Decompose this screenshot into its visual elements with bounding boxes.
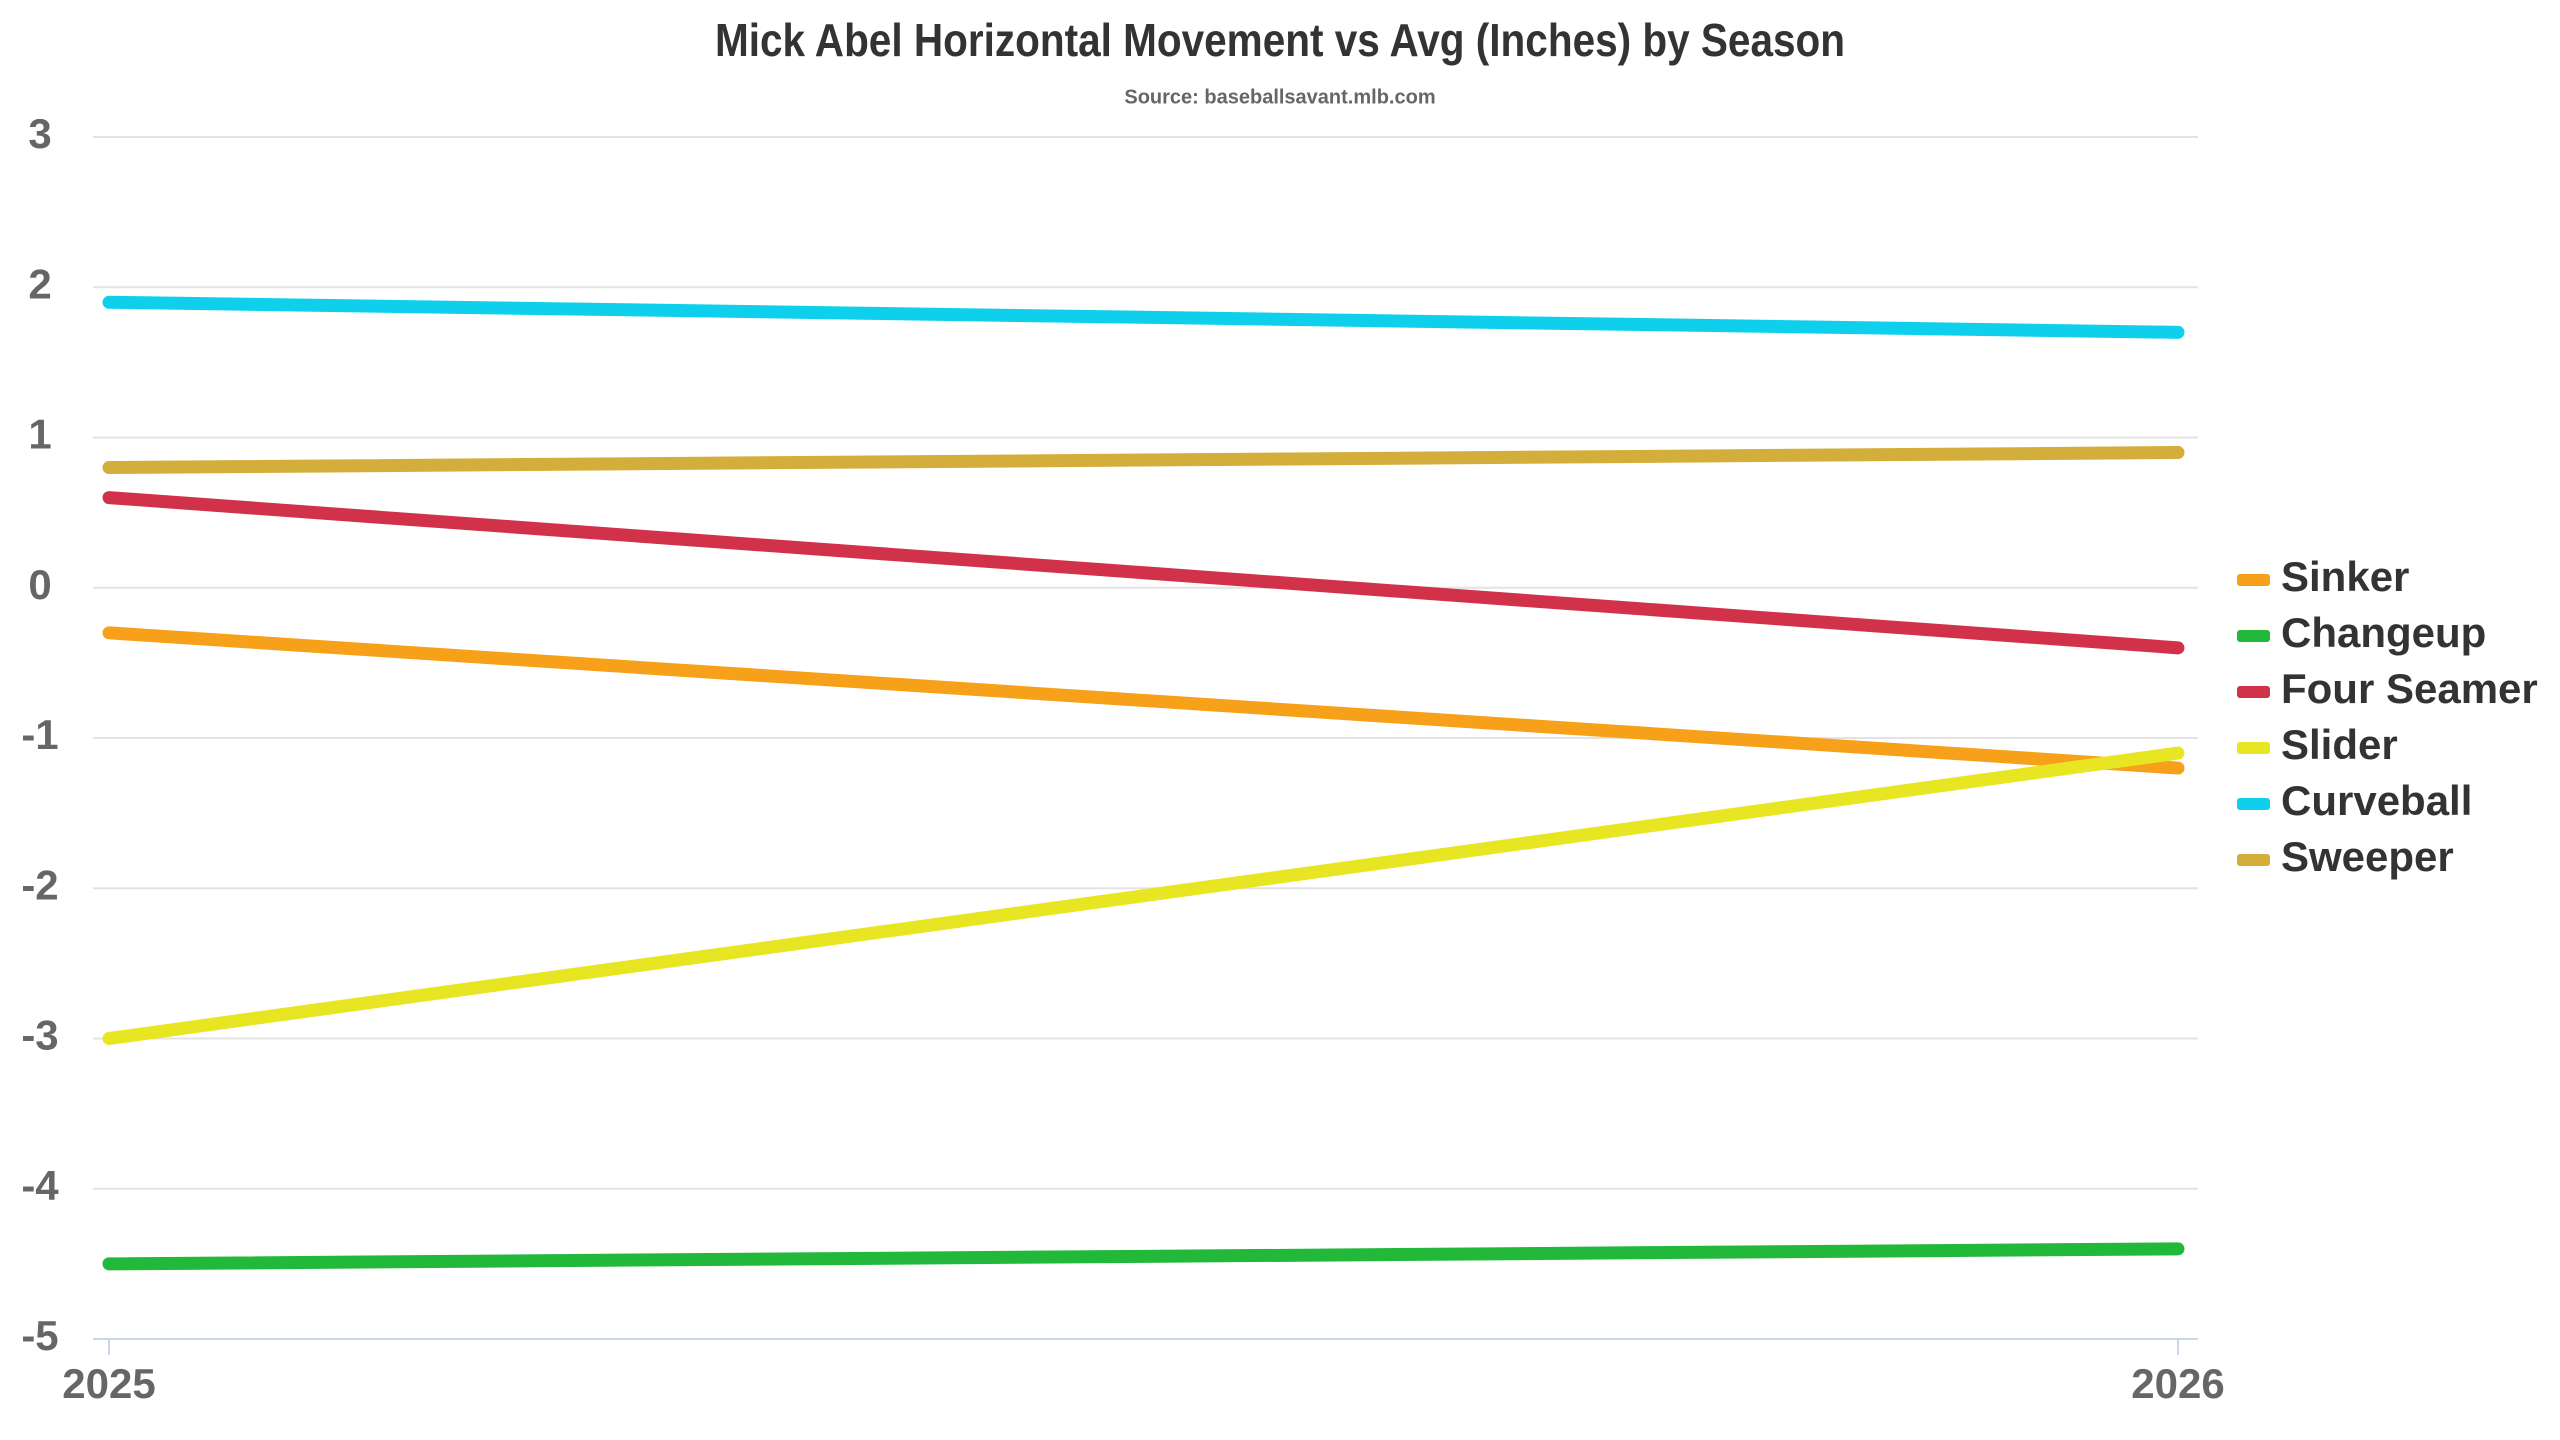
series-line: [102, 446, 2185, 475]
series-line: [102, 746, 2185, 1045]
y-tick-label: -3: [21, 1012, 58, 1059]
y-tick-label: -5: [21, 1312, 58, 1359]
series-line: [102, 1242, 2185, 1271]
legend-label: Sinker: [2281, 553, 2409, 600]
legend-label: Slider: [2281, 721, 2398, 768]
legend-label: Curveball: [2281, 777, 2472, 824]
legend-label: Four Seamer: [2281, 665, 2538, 712]
x-tick-label: 2026: [2131, 1360, 2224, 1407]
series-line: [102, 295, 2185, 339]
y-tick-label: -2: [21, 861, 58, 908]
chart-subtitle: Source: baseballsavant.mlb.com: [1124, 86, 1435, 108]
chart-title: Mick Abel Horizontal Movement vs Avg (In…: [715, 14, 1845, 66]
y-tick-label: 0: [28, 561, 51, 608]
series-line: [102, 626, 2185, 775]
x-tick-label: 2025: [62, 1360, 155, 1407]
legend-swatch: [2237, 742, 2270, 754]
y-tick-label: 3: [28, 110, 51, 157]
legend-swatch: [2237, 686, 2270, 698]
series-line: [102, 491, 2185, 655]
y-tick-label: 2: [28, 260, 51, 307]
y-tick-label: 1: [28, 411, 51, 458]
legend-label: Sweeper: [2281, 833, 2454, 880]
legend-swatch: [2237, 574, 2270, 586]
y-tick-label: -4: [21, 1162, 59, 1209]
legend-swatch: [2237, 630, 2270, 642]
legend-swatch: [2237, 798, 2270, 810]
y-tick-label: -1: [21, 711, 58, 758]
legend-swatch: [2237, 854, 2270, 866]
legend-label: Changeup: [2281, 609, 2486, 656]
